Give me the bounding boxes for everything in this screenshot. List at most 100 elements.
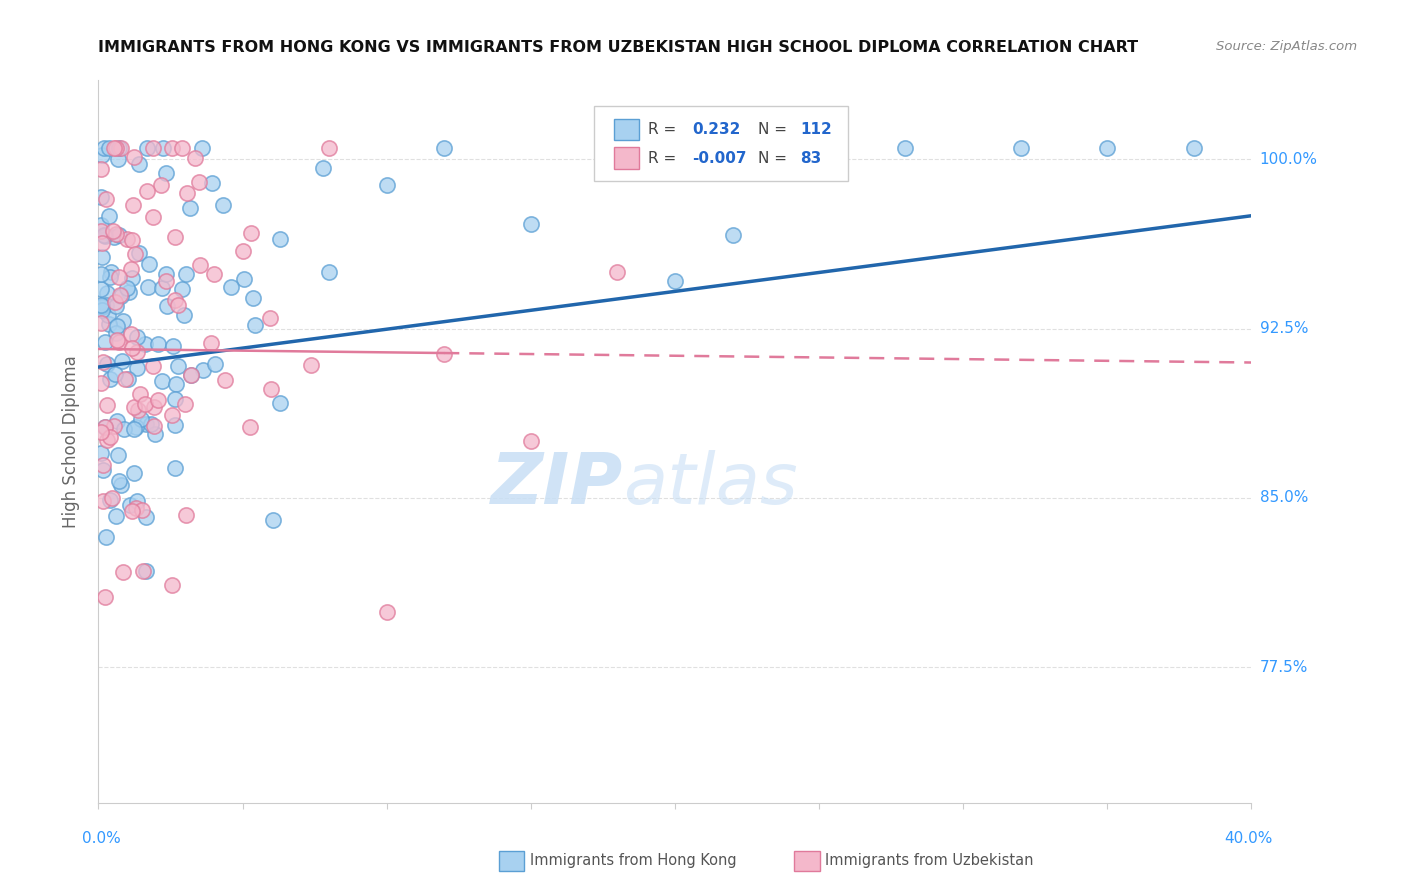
Text: Source: ZipAtlas.com: Source: ZipAtlas.com: [1216, 40, 1357, 54]
Point: [155, 166, 177, 180]
Point: [108, 228, 131, 243]
Point: [135, 184, 157, 198]
Point: [114, 372, 136, 386]
Point: [122, 467, 145, 481]
Point: [1182, 141, 1205, 155]
Point: [104, 368, 127, 382]
Point: [125, 501, 148, 516]
Text: 100.0%: 100.0%: [1260, 152, 1317, 167]
Point: [148, 337, 170, 351]
Point: [138, 257, 160, 271]
Point: [90, 282, 112, 296]
Point: [93, 420, 115, 434]
Point: [91, 463, 114, 477]
Point: [105, 319, 128, 334]
Text: Immigrants from Hong Kong: Immigrants from Hong Kong: [530, 854, 737, 868]
Point: [155, 268, 177, 282]
Point: [108, 270, 131, 285]
Point: [128, 246, 150, 260]
Point: [121, 234, 143, 248]
Text: 0.0%: 0.0%: [82, 831, 121, 846]
Point: [94, 419, 117, 434]
Point: [90, 219, 112, 233]
Point: [98, 270, 121, 285]
Point: [105, 227, 128, 241]
Point: [96, 433, 118, 447]
Point: [170, 141, 193, 155]
Point: [128, 157, 150, 171]
Point: [269, 231, 291, 245]
Point: [103, 229, 125, 244]
Text: IMMIGRANTS FROM HONG KONG VS IMMIGRANTS FROM UZBEKISTAN HIGH SCHOOL DIPLOMA CORR: IMMIGRANTS FROM HONG KONG VS IMMIGRANTS …: [98, 40, 1139, 55]
Point: [101, 224, 124, 238]
Point: [96, 298, 118, 312]
Point: [117, 281, 139, 295]
Point: [179, 202, 201, 216]
Point: [1010, 141, 1032, 155]
Point: [100, 491, 122, 505]
Point: [90, 250, 112, 264]
Text: 0.232: 0.232: [692, 122, 741, 136]
Point: [125, 360, 148, 375]
Point: [188, 258, 211, 272]
Point: [98, 493, 121, 508]
Point: [96, 193, 118, 207]
Point: [104, 299, 127, 313]
Point: [190, 141, 212, 155]
Point: [433, 141, 456, 155]
Point: [134, 337, 156, 351]
Point: [176, 186, 198, 200]
Point: [128, 386, 150, 401]
Point: [108, 334, 131, 349]
Point: [96, 530, 118, 544]
Point: [125, 330, 148, 344]
Point: [240, 227, 263, 241]
Point: [100, 265, 122, 279]
Point: [163, 230, 186, 244]
Text: 92.5%: 92.5%: [1260, 321, 1308, 336]
Point: [90, 376, 112, 390]
Point: [721, 228, 744, 243]
Point: [91, 458, 114, 472]
Point: [243, 318, 266, 332]
Point: [520, 217, 543, 231]
Point: [606, 265, 628, 279]
Point: [120, 326, 142, 341]
Point: [111, 314, 134, 328]
Point: [120, 262, 142, 277]
Point: [90, 446, 112, 460]
Point: [173, 308, 195, 322]
FancyBboxPatch shape: [595, 105, 848, 181]
Point: [110, 141, 132, 155]
Point: [242, 291, 264, 305]
Point: [162, 339, 184, 353]
Point: [155, 274, 177, 288]
Point: [202, 267, 225, 281]
Point: [90, 267, 112, 281]
Point: [143, 427, 166, 442]
Point: [129, 412, 152, 426]
Point: [107, 153, 129, 167]
Point: [97, 318, 120, 332]
Point: [231, 244, 254, 258]
Point: [219, 280, 242, 294]
Point: [174, 397, 197, 411]
Point: [91, 299, 114, 313]
Text: ZIP: ZIP: [491, 450, 623, 519]
Point: [124, 246, 146, 260]
Point: [103, 295, 125, 310]
Point: [107, 448, 129, 462]
Point: [110, 478, 132, 492]
Point: [91, 302, 114, 317]
Point: [132, 565, 155, 579]
Point: [110, 289, 132, 303]
Point: [97, 209, 120, 223]
Point: [143, 401, 166, 415]
Point: [125, 420, 148, 434]
Point: [163, 293, 186, 307]
Y-axis label: High School Diploma: High School Diploma: [62, 355, 80, 528]
Point: [664, 274, 686, 288]
Point: [174, 508, 197, 522]
Point: [134, 397, 156, 411]
Point: [142, 211, 165, 225]
